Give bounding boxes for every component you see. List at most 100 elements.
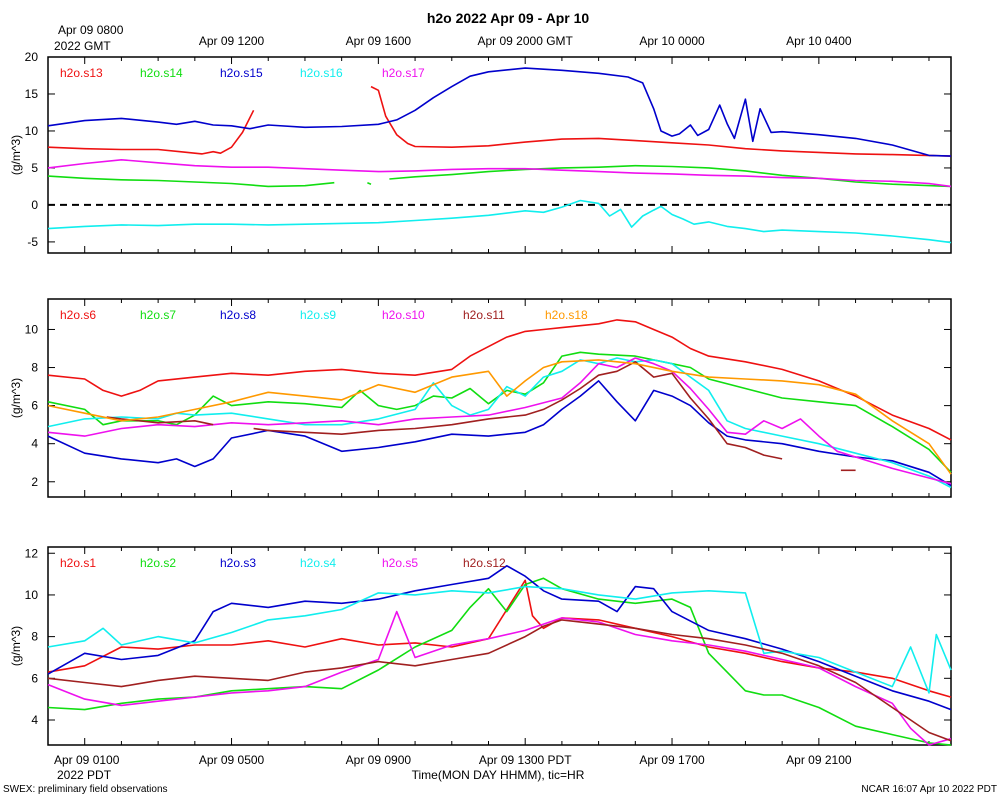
series-line [370, 85, 952, 157]
bottom-axis-start-sublabel: 2022 PDT [57, 768, 112, 782]
top-axis-label: Apr 10 0400 [786, 34, 852, 48]
series-h2o.s2 [47, 577, 952, 746]
legend-entry: h2o.s13 [60, 66, 103, 80]
y-tick-label: 8 [31, 630, 38, 644]
y-tick-label: 12 [25, 546, 39, 560]
series-line [47, 109, 255, 155]
y-tick-label: 10 [25, 124, 39, 138]
x-axis-label: Time(MON DAY HHMM), tic=HR [412, 768, 585, 782]
top-axis-labels: Apr 09 1200 Apr 09 1600 Apr 09 2000 GMT Apr… [199, 34, 852, 48]
legend-entry: h2o.s6 [60, 308, 96, 322]
bottom-axis-label: Apr 09 2100 [786, 753, 852, 767]
series-h2o.s4 [47, 585, 952, 694]
series-h2o.s17 [47, 159, 952, 188]
y-tick-label: 4 [31, 437, 38, 451]
series-line [47, 357, 952, 489]
bottom-axis-label: Apr 09 1700 [639, 753, 705, 767]
y-tick-label: 0 [31, 198, 38, 212]
y-tick-label: 20 [25, 50, 39, 64]
legend-entry: h2o.s3 [220, 556, 256, 570]
y-tick-label: -5 [27, 235, 38, 249]
series-line [47, 199, 952, 244]
series-h2o.s15 [47, 67, 952, 157]
series-line [47, 577, 952, 746]
top-axis-label: Apr 09 1600 [346, 34, 412, 48]
series-line [47, 159, 952, 188]
series-h2o.s11 [106, 360, 856, 472]
legend-entry: h2o.s16 [300, 66, 343, 80]
series-h2o.s1 [47, 579, 952, 698]
legend-entry: h2o.s7 [140, 308, 176, 322]
series-line [47, 175, 335, 188]
top-axis-label: Apr 09 1200 [199, 34, 265, 48]
top-axis-start-label: Apr 09 0800 [58, 23, 124, 37]
legend-entry: h2o.s11 [463, 308, 505, 322]
y-axis-label: (g/m^3) [9, 378, 23, 418]
series-line [47, 619, 952, 742]
series-line [47, 380, 952, 487]
panel-frame [47, 56, 952, 254]
y-tick-label: 8 [31, 361, 38, 375]
footer-left: SWEX: preliminary field observations [3, 784, 168, 795]
top-axis-start-sublabel: 2022 GMT [54, 39, 111, 53]
series-h2o.s9 [47, 357, 952, 489]
footer-right: NCAR 16:07 Apr 10 2022 PDT [861, 784, 997, 795]
series-h2o.s18 [47, 359, 952, 475]
panel-frame [47, 546, 952, 746]
legend-entry: h2o.s5 [382, 556, 418, 570]
panel-1: -5 0 5 10 15 20 (g/m^3) h2o.s13 h2o.s14 h2o.s15 h2… [9, 50, 952, 254]
series-line [106, 416, 214, 426]
legend-entry: h2o.s18 [545, 308, 588, 322]
y-tick-label: 2 [31, 475, 38, 489]
panel-2: 2 4 6 8 10 (g/m^3) h2o.s6 h2o.s7 h2o.s8 h2o.s9 h2o… [9, 298, 952, 498]
series-line [47, 564, 952, 711]
legend-entry: h2o.s17 [382, 66, 425, 80]
y-axis-label: (g/m^3) [9, 626, 23, 666]
bottom-axis-label: Apr 09 0900 [346, 753, 412, 767]
panel-3: 4 6 8 10 12 (g/m^3) h2o.s1 h2o.s2 h2o.s3 h2o.s4 h2… [9, 546, 952, 746]
top-axis-label: Apr 09 2000 GMT [477, 34, 573, 48]
legend-entry: h2o.s15 [220, 66, 263, 80]
y-axis-label: (g/m^3) [9, 135, 23, 175]
legend-entry: h2o.s12 [463, 556, 506, 570]
series-h2o.s12 [47, 619, 952, 742]
series-line [47, 67, 952, 157]
y-tick-label: 6 [31, 671, 38, 685]
y-tick-label: 5 [31, 161, 38, 175]
legend-entry: h2o.s2 [140, 556, 176, 570]
series-h2o.s5 [47, 610, 952, 746]
series-line [253, 360, 783, 460]
series-line [47, 357, 952, 485]
y-tick-label: 6 [31, 399, 38, 413]
panel-frame [47, 298, 952, 498]
legend-entry: h2o.s4 [300, 556, 336, 570]
series-line [47, 585, 952, 694]
top-axis-label: Apr 10 0000 [639, 34, 705, 48]
legend-entry: h2o.s14 [140, 66, 183, 80]
y-tick-label: 15 [25, 87, 39, 101]
series-h2o.s13 [47, 85, 952, 157]
series-line [47, 610, 952, 746]
series-h2o.s3 [47, 564, 952, 711]
series-line [367, 181, 372, 185]
chart-title: h2o 2022 Apr 09 - Apr 10 [427, 10, 590, 26]
series-h2o.s10 [47, 357, 952, 485]
bottom-axis-labels: Apr 09 0500 Apr 09 0900 Apr 09 1300 PDT Apr… [199, 753, 852, 767]
series-h2o.s16 [47, 199, 952, 244]
legend-entry: h2o.s1 [60, 556, 96, 570]
bottom-axis-start-label: Apr 09 0100 [54, 753, 120, 767]
legend-entry: h2o.s9 [300, 308, 336, 322]
y-tick-label: 10 [25, 322, 39, 336]
legend-entry: h2o.s8 [220, 308, 256, 322]
series-h2o.s6 [47, 319, 952, 441]
series-line [47, 359, 952, 475]
bottom-axis-label: Apr 09 0500 [199, 753, 265, 767]
bottom-axis-label: Apr 09 1300 PDT [479, 753, 572, 767]
legend-entry: h2o.s10 [382, 308, 425, 322]
series-line [47, 319, 952, 441]
y-tick-label: 4 [31, 713, 38, 727]
series-h2o.s8 [47, 380, 952, 487]
y-tick-label: 10 [25, 588, 39, 602]
series-line [47, 579, 952, 698]
